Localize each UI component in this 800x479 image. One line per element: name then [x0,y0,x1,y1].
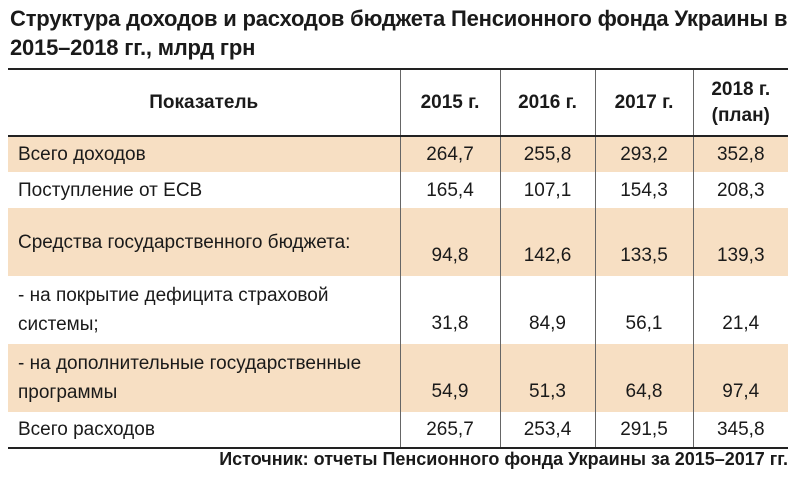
header-2018: 2018 г. (план) [692,69,788,136]
cell-value: 345,8 [692,412,788,448]
cell-value: 264,7 [399,136,500,172]
table-row: - на дополнительные государственные прог… [8,344,788,412]
cell-value: 165,4 [399,172,500,208]
cell-value: 154,3 [594,172,693,208]
header-2017: 2017 г. [594,69,693,136]
cell-value: 265,7 [399,412,500,448]
cell-value: 64,8 [594,344,693,412]
header-indicator: Показатель [149,91,259,113]
cell-value: 107,1 [499,172,595,208]
row-label: Всего расходов [18,419,155,440]
header-2015: 2015 г. [399,69,500,136]
row-label: - на дополнительные государственные прог… [18,353,362,403]
header-row: Показатель 2015 г. 2016 г. 2017 г. 2018 … [8,69,788,136]
table-row: Всего доходов 264,7 255,8 293,2 352,8 [8,136,788,172]
table-row: Поступление от ЕСВ 165,4 107,1 154,3 208… [8,172,788,208]
table-title: Структура доходов и расходов бюджета Пен… [10,6,788,60]
cell-value: 253,4 [499,412,595,448]
row-label: - на покрытие дефицита страховой системы… [18,285,329,335]
cell-value: 84,9 [499,276,595,344]
cell-value: 31,8 [399,276,500,344]
cell-value: 293,2 [594,136,693,172]
cell-value: 54,9 [399,344,500,412]
cell-value: 255,8 [499,136,595,172]
cell-value: 142,6 [499,208,595,276]
cell-value: 352,8 [692,136,788,172]
source-note: Источник: отчеты Пенсионного фонда Украи… [219,449,788,469]
row-label: Всего доходов [18,144,146,165]
row-label: Средства государственного бюджета: [18,231,351,253]
table-row: - на покрытие дефицита страховой системы… [8,276,788,344]
cell-value: 56,1 [594,276,693,344]
row-label: Поступление от ЕСВ [18,179,203,201]
header-2016: 2016 г. [499,69,595,136]
cell-value: 133,5 [594,208,693,276]
cell-value: 291,5 [594,412,693,448]
table-row: Средства государственного бюджета: 94,8 … [8,208,788,276]
table-row: Всего расходов 265,7 253,4 291,5 345,8 [8,412,788,448]
cell-value: 94,8 [399,208,500,276]
budget-table: Показатель 2015 г. 2016 г. 2017 г. 2018 … [8,68,788,449]
cell-value: 139,3 [692,208,788,276]
cell-value: 208,3 [692,172,788,208]
cell-value: 51,3 [499,344,595,412]
cell-value: 97,4 [692,344,788,412]
cell-value: 21,4 [692,276,788,344]
budget-table-container: Показатель 2015 г. 2016 г. 2017 г. 2018 … [8,68,788,449]
